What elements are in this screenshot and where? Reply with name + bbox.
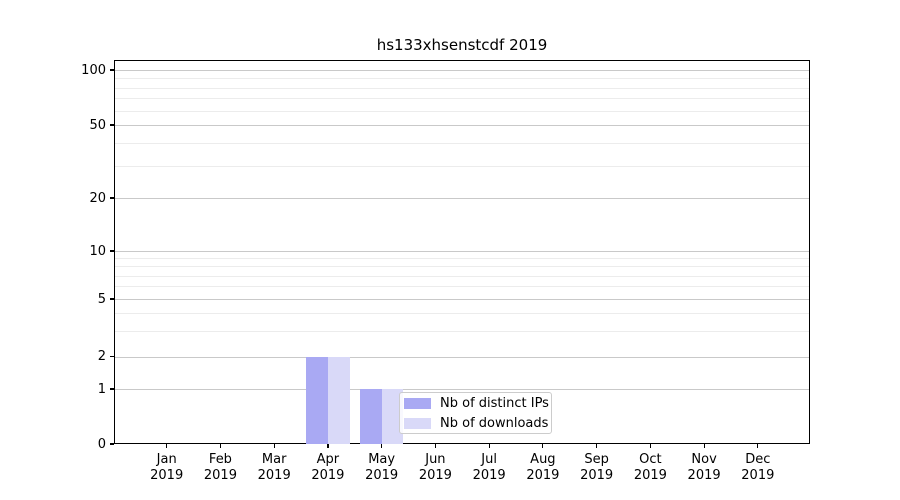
y-tick-label: 1 [97, 381, 106, 397]
x-tick-label-aug: Aug 2019 [526, 452, 560, 483]
x-tick-label-dec: Dec 2019 [741, 452, 775, 483]
x-tick-label-oct: Oct 2019 [633, 452, 667, 483]
x-tick-mark [703, 444, 705, 448]
grid-line-minor [115, 98, 809, 100]
x-tick-label-may: May 2019 [365, 452, 399, 483]
x-tick-mark [166, 444, 168, 448]
y-tick-mark [109, 250, 114, 252]
x-tick-mark [273, 444, 275, 448]
grid-line-minor [115, 275, 809, 277]
x-tick-label-apr: Apr 2019 [311, 452, 345, 483]
x-tick-label-jan: Jan 2019 [150, 452, 184, 483]
y-tick-label: 50 [89, 117, 106, 133]
x-tick-label-feb: Feb 2019 [203, 452, 237, 483]
x-tick-label-sep: Sep 2019 [580, 452, 614, 483]
x-tick-label-mar: Mar 2019 [257, 452, 291, 483]
y-tick-mark [109, 298, 114, 300]
grid-line-major [115, 389, 809, 390]
y-tick-mark [109, 197, 114, 199]
y-tick-mark [109, 355, 114, 358]
grid-line-major [115, 251, 809, 252]
x-tick-label-jun: Jun 2019 [418, 452, 452, 483]
grid-line-minor [115, 142, 809, 144]
y-tick-label: 20 [89, 190, 106, 206]
grid-line-major [115, 125, 809, 126]
y-tick-label: 2 [97, 349, 106, 364]
x-tick-mark [649, 444, 651, 448]
legend: Nb of distinct IPs Nb of downloads [399, 392, 552, 434]
grid-line-minor [115, 266, 809, 268]
grid-line-minor [115, 110, 809, 112]
y-tick-mark [109, 69, 114, 71]
bar-distinct-ips-may [359, 389, 382, 444]
y-tick-label: 5 [97, 291, 106, 307]
bar-downloads-may [381, 389, 404, 444]
bar-downloads-apr [327, 356, 350, 444]
y-tick-label: 100 [81, 62, 106, 78]
grid-line-minor [115, 313, 809, 314]
grid-line-major [115, 70, 809, 71]
y-tick-mark [109, 388, 114, 390]
plot-area [114, 60, 810, 444]
bar-distinct-ips-apr [306, 356, 328, 444]
x-tick-mark [488, 444, 490, 448]
legend-entry-downloads: Nb of downloads [404, 415, 549, 431]
y-tick-label: 10 [89, 243, 106, 259]
x-tick-mark [596, 444, 598, 448]
x-tick-mark [757, 444, 759, 448]
grid-line-minor [115, 258, 809, 260]
y-tick-mark [109, 124, 114, 126]
y-tick-mark [109, 443, 114, 445]
grid-line-minor [115, 78, 809, 80]
grid-line-major [115, 198, 809, 199]
legend-entry-distinct-ips: Nb of distinct IPs [404, 396, 549, 411]
x-tick-mark [434, 444, 436, 448]
x-tick-mark [542, 444, 544, 448]
legend-label-downloads: Nb of downloads [440, 415, 549, 431]
y-tick-label: 0 [97, 436, 106, 452]
x-tick-mark [219, 444, 222, 448]
chart-title: hs133xhsenstcdf 2019 [376, 36, 548, 54]
x-tick-label-jul: Jul 2019 [472, 452, 506, 483]
legend-label-distinct-ips: Nb of distinct IPs [440, 395, 549, 411]
x-tick-mark [381, 444, 383, 448]
grid-line-minor [115, 331, 809, 333]
x-tick-mark [327, 444, 329, 448]
grid-line-minor [115, 165, 809, 167]
grid-line-major [115, 356, 809, 358]
legend-swatch-downloads [404, 417, 431, 429]
grid-line-minor [115, 286, 809, 288]
x-tick-label-nov: Nov 2019 [687, 452, 721, 483]
grid-line-major [115, 299, 809, 300]
legend-swatch-distinct-ips [404, 397, 431, 409]
grid-line-minor [115, 87, 809, 89]
